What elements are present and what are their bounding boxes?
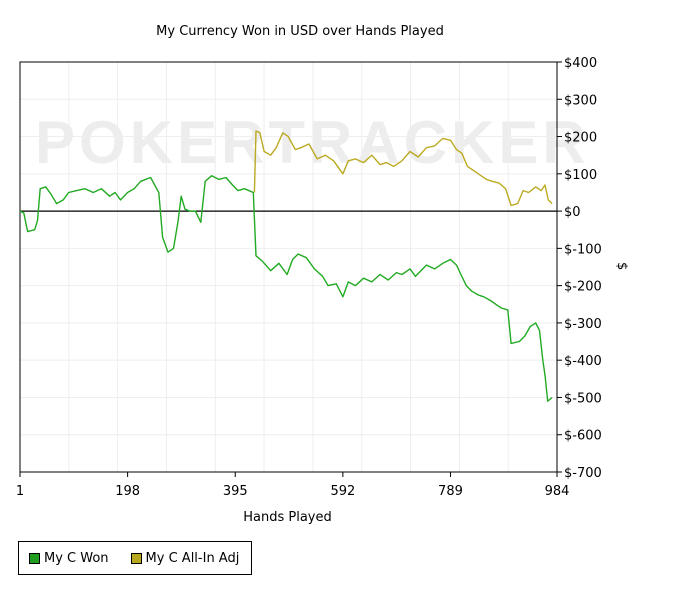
legend: My C Won My C All-In Adj [18, 541, 253, 575]
y-tick-label: $0 [564, 205, 581, 220]
y-tick-label: $200 [564, 131, 597, 146]
x-tick-label: 592 [330, 484, 355, 499]
y-tick-label: $100 [564, 168, 597, 183]
y-tick-label: $-100 [564, 242, 602, 257]
legend-item-allin: My C All-In Adj [130, 550, 240, 566]
y-tick-label: $-700 [564, 466, 602, 481]
legend-label-won: My C Won [44, 550, 109, 566]
x-axis-label: Hands Played [243, 510, 332, 525]
y-tick-label: $-500 [564, 391, 602, 406]
legend-swatch-allin [130, 552, 142, 564]
y-tick-label: $-400 [564, 354, 602, 369]
x-tick-label: 984 [545, 484, 570, 499]
y-tick-label: $-600 [564, 429, 602, 444]
plot-frame [19, 61, 558, 473]
x-tick-label: 198 [115, 484, 140, 499]
chart-title: My Currency Won in USD over Hands Played [156, 24, 444, 39]
y-tick-label: $300 [564, 93, 597, 108]
legend-label-allin: My C All-In Adj [145, 550, 240, 566]
legend-swatch-won [29, 552, 40, 564]
x-tick-label: 1 [16, 484, 24, 499]
y-tick-label: $400 [564, 56, 597, 71]
y-tick-label: $-200 [564, 280, 602, 295]
series-line-won [19, 175, 553, 402]
legend-item-won: My C Won [29, 551, 109, 566]
x-tick-label: 395 [223, 484, 248, 499]
y-axis-label: $ [614, 262, 629, 271]
y-tick-label: $-300 [564, 317, 602, 332]
series-line-allin [253, 130, 553, 207]
x-tick-label: 789 [438, 484, 463, 499]
watermark-logo: POKERTRACKER [35, 109, 590, 176]
